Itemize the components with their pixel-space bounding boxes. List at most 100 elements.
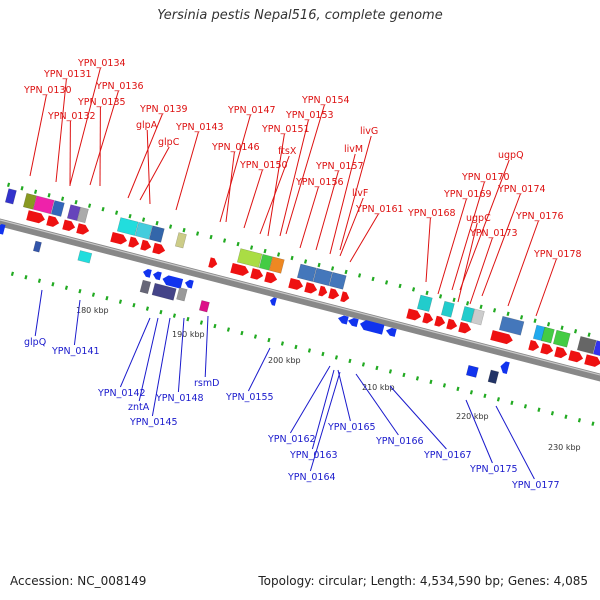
gene-block xyxy=(269,297,277,306)
tick-mark xyxy=(37,278,42,283)
tick-mark xyxy=(145,306,150,311)
gene-block xyxy=(46,215,60,227)
leader-line xyxy=(437,198,467,295)
gene-arrow xyxy=(110,232,127,245)
tick-mark xyxy=(334,355,339,360)
tick-mark xyxy=(438,294,443,299)
tick-mark xyxy=(249,245,254,250)
tick-mark xyxy=(294,344,298,350)
tick-mark xyxy=(546,322,551,327)
scale-label: 200 kbp xyxy=(268,356,301,365)
leader-line xyxy=(151,317,171,417)
tick-mark xyxy=(496,397,501,402)
forward-gene-label: YPN_0132 xyxy=(47,111,96,122)
gene-block xyxy=(359,320,385,335)
leader-line xyxy=(457,222,478,303)
tick-mark xyxy=(182,227,186,233)
reverse-gene-label: YPN_0162 xyxy=(267,434,316,445)
leader-line xyxy=(299,186,319,249)
map-title: Yersinia pestis Nepal516, complete genom… xyxy=(157,8,443,23)
tick-mark xyxy=(465,301,470,306)
gene-block xyxy=(26,210,45,224)
gene-block-rect xyxy=(440,300,455,318)
reverse-gene-label: zntA xyxy=(128,402,150,413)
gene-arrow xyxy=(500,361,510,375)
tick-mark xyxy=(195,231,200,236)
reverse-gene-label: YPN_0145 xyxy=(129,417,178,428)
gene-block-rect xyxy=(76,206,89,224)
gene-block-rect xyxy=(540,326,555,344)
gene-arrow xyxy=(422,312,434,324)
tick-mark xyxy=(303,259,308,264)
tick-mark xyxy=(199,320,204,325)
tick-mark xyxy=(519,315,524,320)
leader-line xyxy=(389,385,447,450)
reverse-gene-label: YPN_0165 xyxy=(327,422,376,433)
reverse-gene-label: YPN_0155 xyxy=(225,392,274,403)
leader-line xyxy=(69,67,101,186)
leader-line xyxy=(177,317,185,393)
gene-block xyxy=(110,232,127,245)
leader-line xyxy=(355,373,399,436)
gene-block xyxy=(50,200,65,217)
tick-mark xyxy=(253,334,258,339)
gene-block-rect xyxy=(134,221,153,240)
gene-block-rect xyxy=(4,188,17,205)
gene-block xyxy=(406,308,422,321)
forward-gene-label: YPN_0174 xyxy=(497,184,546,195)
scale-label: 220 kbp xyxy=(456,412,489,421)
topology-text: Topology: circular; Length: 4,534,590 bp… xyxy=(258,574,588,588)
leader-line xyxy=(329,153,356,255)
tick-mark xyxy=(33,189,38,194)
tick-mark xyxy=(388,369,393,374)
leader-line xyxy=(451,181,485,291)
gene-block-rect xyxy=(174,232,187,249)
gene-block-rect xyxy=(151,282,177,301)
forward-gene-label: YPN_0146 xyxy=(211,142,260,153)
forward-gene-label: glpA xyxy=(136,120,158,131)
leader-line xyxy=(481,193,521,297)
leader-line xyxy=(139,146,170,201)
gene-block-rect xyxy=(176,287,188,302)
gene-block xyxy=(584,354,600,367)
forward-gene-label: YPN_0134 xyxy=(77,58,126,69)
gene-block xyxy=(528,339,540,351)
gene-block xyxy=(304,282,318,294)
forward-gene-label: glpC xyxy=(158,137,180,148)
forward-gene-label: YPN_0176 xyxy=(515,211,564,222)
tick-mark xyxy=(456,386,460,392)
reverse-gene-label: YPN_0148 xyxy=(155,393,204,404)
tick-mark xyxy=(425,290,429,296)
tick-mark xyxy=(168,224,173,229)
tick-mark xyxy=(118,299,123,304)
gene-arrow xyxy=(140,239,152,251)
gene-block xyxy=(568,350,584,363)
gene-block xyxy=(184,279,194,289)
forward-gene-label: YPN_0151 xyxy=(261,124,310,135)
gene-block xyxy=(174,232,187,249)
forward-gene-label: livF xyxy=(352,188,368,199)
leader-line xyxy=(138,317,159,402)
gene-block xyxy=(318,285,328,297)
forward-gene-label: YPN_0143 xyxy=(175,122,224,133)
reverse-gene-label: YPN_0175 xyxy=(469,464,518,475)
reverse-gene-label: rsmD xyxy=(194,378,219,389)
tick-mark xyxy=(415,376,420,381)
tick-mark xyxy=(510,400,514,406)
tick-mark xyxy=(263,248,267,254)
tick-mark xyxy=(573,329,578,334)
tick-mark xyxy=(321,351,325,357)
leader-line xyxy=(34,289,43,337)
gene-arrow xyxy=(142,268,152,278)
gene-block xyxy=(460,306,475,323)
forward-gene-label: YPN_0150 xyxy=(239,160,288,171)
gene-block xyxy=(76,223,90,235)
gene-block-rect xyxy=(32,195,55,215)
gene-block xyxy=(446,318,458,330)
forward-gene-label: YPN_0131 xyxy=(43,69,92,80)
gene-block xyxy=(128,236,140,248)
tick-mark xyxy=(577,418,582,423)
gene-block xyxy=(552,329,571,348)
gene-block xyxy=(32,240,42,253)
gene-block xyxy=(554,346,568,359)
